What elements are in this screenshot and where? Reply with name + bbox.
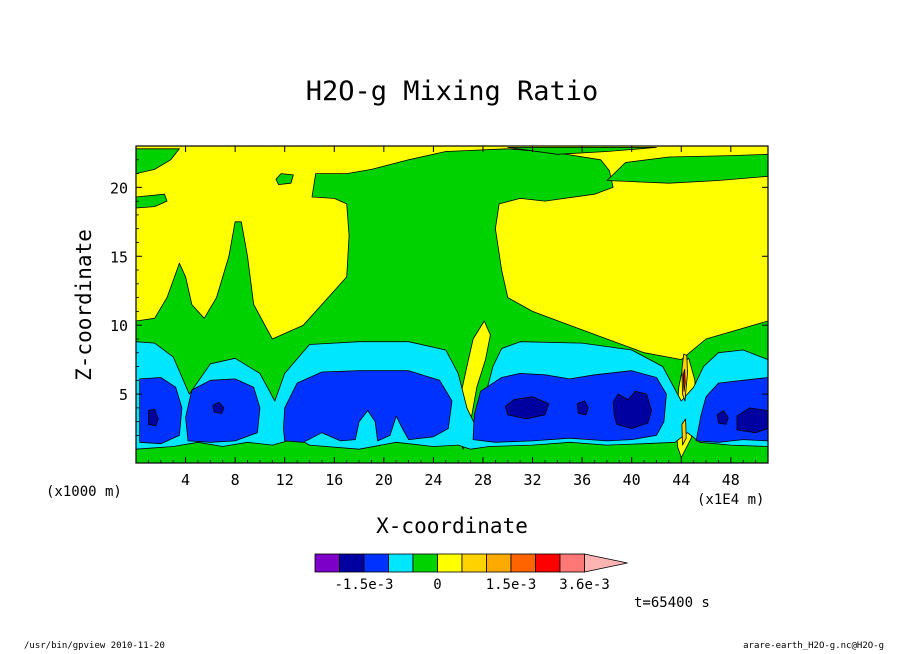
contour-region-blue-9 [139, 377, 183, 445]
secondary-unit-label: (x1E4 m) [697, 492, 765, 508]
colorbar-swatch-3 [388, 553, 414, 573]
colorbar-swatch-7 [486, 553, 512, 573]
colorbar-swatch-2 [363, 553, 389, 573]
contour-region-navy-16 [504, 396, 550, 420]
y-tick-label: 10 [110, 317, 128, 335]
contour-region-navy-14 [147, 408, 159, 427]
x-tick-label: 12 [276, 471, 294, 489]
colorbar-swatch-8 [510, 553, 536, 573]
x-tick-label: 8 [231, 471, 240, 489]
y-tick-label: 20 [110, 179, 128, 197]
contour-region-red-23 [682, 368, 686, 392]
colorbar: -1.5e-3 0 1.5e-3 3.6e-3 [314, 553, 628, 593]
footer-file-label: arare-earth_H2O-g.nc@H2O-g [743, 641, 884, 651]
x-axis-label: X-coordinate [376, 514, 528, 538]
y-tick-label: 5 [119, 386, 128, 404]
contour-region-navy-17 [576, 400, 589, 416]
contour-region-green-1 [136, 148, 180, 175]
colorbar-swatch-5 [437, 553, 463, 573]
colorbar-extend-arrow [584, 553, 628, 573]
contour-region-orange-22 [681, 418, 687, 446]
contour-region-navy-15 [212, 401, 225, 414]
plot-frame [135, 145, 769, 464]
colorbar-swatch-1 [339, 553, 365, 573]
contour-region-navy-18 [612, 390, 652, 429]
colorbar-label: 3.6e-3 [559, 577, 610, 593]
time-stamp-label: t=65400 s [634, 595, 710, 611]
x-tick-label: 4 [181, 471, 190, 489]
y-tick-label: 15 [110, 248, 128, 266]
contour-region-navy-20 [736, 407, 768, 434]
contour-region-green-3 [606, 153, 768, 184]
contour-region-green-4 [136, 193, 168, 209]
x-tick-label: 36 [573, 471, 591, 489]
contour-region-navy-19 [716, 410, 729, 425]
contour-region-blue-11 [283, 370, 453, 443]
colorbar-swatch-4 [412, 553, 438, 573]
x-tick-label: 48 [722, 471, 740, 489]
colorbar-swatch-6 [461, 553, 487, 573]
footer-program-label: /usr/bin/gpview 2010-11-20 [24, 641, 165, 651]
colorbar-label: 1.5e-3 [486, 577, 537, 593]
plot-area [136, 146, 768, 463]
x-tick-label: 28 [474, 471, 492, 489]
colorbar-swatch-0 [314, 553, 340, 573]
colorbar-swatch-10 [559, 553, 585, 573]
chart-title: H2O-g Mixing Ratio [305, 76, 599, 107]
colorbar-label: 0 [433, 577, 441, 593]
x-axis-unit-label: (x1000 m) [46, 484, 122, 500]
x-tick-label: 32 [524, 471, 542, 489]
x-tick-label: 44 [672, 471, 690, 489]
contour-region-green-5 [275, 173, 294, 186]
x-tick-label: 20 [375, 471, 393, 489]
x-tick-label: 40 [623, 471, 641, 489]
colorbar-label: -1.5e-3 [334, 577, 393, 593]
x-tick-label: 24 [424, 471, 442, 489]
colorbar-swatch-9 [535, 553, 561, 573]
x-tick-label: 16 [325, 471, 343, 489]
